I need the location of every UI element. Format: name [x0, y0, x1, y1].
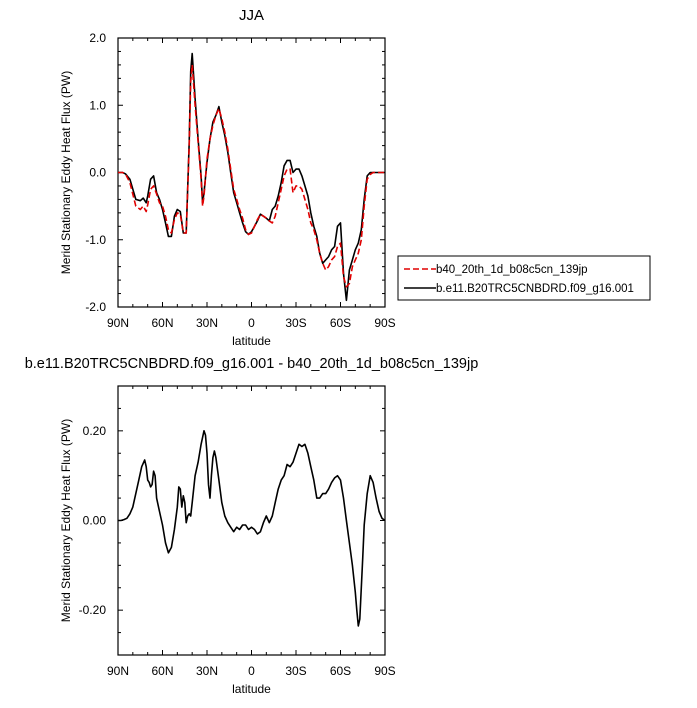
legend-box: [397, 255, 651, 301]
x-tick-label: 90N: [107, 664, 129, 678]
y-tick-label: 1.0: [89, 98, 106, 112]
y-tick-label: 0.20: [83, 424, 107, 438]
y-tick-label: -0.20: [79, 603, 107, 617]
series-line-b-e11-b20trc5cnbdrd-f09-g16-001: [118, 52, 385, 302]
y-tick-label: 0.0: [89, 166, 106, 180]
y-tick-label: 2.0: [89, 31, 106, 45]
y-tick-label: -2.0: [85, 300, 106, 314]
x-axis-label: latitude: [232, 334, 271, 348]
y-tick-label: -1.0: [85, 233, 106, 247]
legend-label: b40_20th_1d_b08c5cn_139jp: [436, 264, 588, 276]
legend: b40_20th_1d_b08c5cn_139jp b.e11.B20TRC5CN…: [397, 255, 651, 301]
x-tick-label: 90N: [107, 316, 129, 330]
x-tick-label: 30S: [285, 664, 306, 678]
series-line-difference: [118, 430, 386, 627]
x-tick-label: 30S: [285, 316, 306, 330]
x-tick-label: 0: [248, 664, 255, 678]
bottom-panel: b.e11.B20TRC5CNBDRD.f09_g16.001 - b40_20…: [25, 356, 479, 696]
plot-frame: [117, 385, 386, 656]
y-axis-label: Merid Stationary Eddy Heat Flux (PW): [59, 419, 73, 622]
x-tick-label: 30N: [196, 664, 218, 678]
x-tick-label: 60S: [330, 316, 351, 330]
chart-title: JJA: [239, 7, 264, 24]
top-panel: JJA 90N 60N 30N 0 30S 60S 90S -2.0 -1.0 0.0 1.0 2.0 l…: [59, 7, 396, 348]
x-axis-label: latitude: [232, 682, 271, 696]
y-axis-label: Merid Stationary Eddy Heat Flux (PW): [59, 71, 73, 274]
y-tick-label: 0.00: [83, 514, 107, 528]
plot-frame: [117, 37, 386, 308]
series-line-b40-20th-1d-b08c5cn-139jp: [118, 64, 385, 288]
legend-label: b.e11.B20TRC5CNBDRD.f09_g16.001: [436, 283, 634, 295]
x-tick-label: 0: [248, 316, 255, 330]
chart-title: b.e11.B20TRC5CNBDRD.f09_g16.001 - b40_20…: [25, 356, 479, 372]
x-tick-label: 60N: [151, 664, 173, 678]
x-tick-label: 60S: [330, 664, 351, 678]
x-tick-label: 30N: [196, 316, 218, 330]
x-tick-label: 90S: [374, 316, 395, 330]
x-tick-label: 90S: [374, 664, 395, 678]
x-tick-label: 60N: [151, 316, 173, 330]
